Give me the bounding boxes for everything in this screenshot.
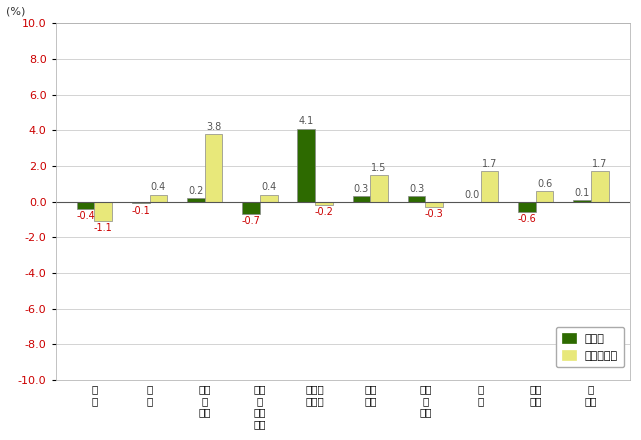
Text: 0.1: 0.1	[574, 188, 590, 198]
Bar	[370, 175, 388, 202]
Text: -0.4: -0.4	[76, 211, 95, 221]
Bar	[149, 194, 167, 202]
Text: 1.5: 1.5	[371, 163, 387, 173]
Bar	[481, 171, 498, 202]
Text: 3.8: 3.8	[206, 122, 221, 132]
Text: 1.7: 1.7	[592, 159, 608, 169]
Text: -0.6: -0.6	[517, 214, 537, 224]
Bar	[260, 194, 278, 202]
Bar	[353, 196, 370, 202]
Bar	[536, 191, 553, 202]
Text: 0.3: 0.3	[354, 184, 369, 194]
Bar	[573, 200, 591, 202]
Text: -0.2: -0.2	[315, 207, 333, 217]
Bar	[408, 196, 426, 202]
Text: 0.0: 0.0	[464, 190, 479, 199]
Bar	[132, 202, 149, 203]
Text: 0.3: 0.3	[409, 184, 424, 194]
Text: 0.4: 0.4	[261, 183, 276, 192]
Y-axis label: (%): (%)	[6, 6, 25, 16]
Bar	[187, 198, 205, 202]
Text: 0.2: 0.2	[188, 186, 204, 196]
Text: -0.1: -0.1	[131, 205, 150, 216]
Bar	[94, 202, 112, 221]
Bar	[242, 202, 260, 214]
Bar	[518, 202, 536, 213]
Text: -1.1: -1.1	[94, 224, 113, 233]
Bar	[205, 134, 222, 202]
Legend: 対前月, 対前年同月: 対前月, 対前年同月	[556, 327, 624, 367]
Bar	[315, 202, 333, 205]
Text: 4.1: 4.1	[299, 117, 314, 126]
Text: -0.3: -0.3	[425, 209, 444, 219]
Bar	[77, 202, 94, 209]
Text: -0.7: -0.7	[242, 216, 261, 226]
Bar	[426, 202, 443, 207]
Text: 0.4: 0.4	[151, 183, 166, 192]
Text: 1.7: 1.7	[482, 159, 497, 169]
Bar	[591, 171, 608, 202]
Text: 0.6: 0.6	[537, 179, 553, 189]
Bar	[297, 128, 315, 202]
